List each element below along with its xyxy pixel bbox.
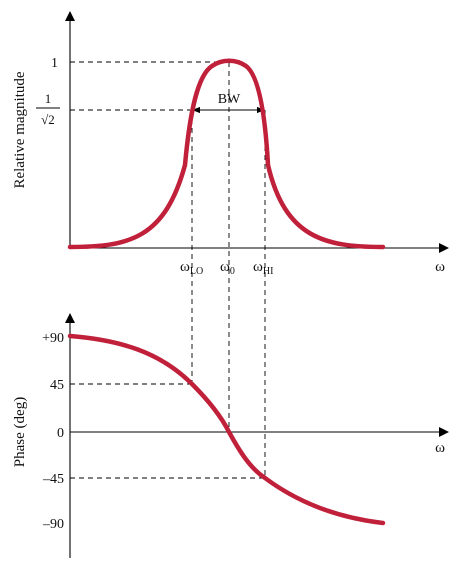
phase-tick-45: 45: [50, 378, 64, 393]
phase-tick-0: 0: [57, 426, 64, 441]
tick-fraction-numerator: 1: [45, 91, 52, 106]
magnitude-curve: [67, 58, 386, 250]
tick-fraction-denominator: √2: [41, 112, 55, 127]
bandwidth-label: BW: [218, 92, 241, 107]
omega-lo-label: ωLO: [180, 259, 203, 277]
magnitude-plot: BW 1 1 √2 Relative magnitude ω ωLO ω0 ωH…: [12, 11, 449, 478]
omega-lo-subscript: LO: [190, 266, 203, 277]
phase-tick-plus90: +90: [42, 331, 64, 346]
magnitude-tick-one: 1: [51, 56, 58, 71]
omega-hi-subscript: HI: [263, 266, 274, 277]
omega-0-label: ω0: [220, 259, 235, 277]
omega-hi-label: ωHI: [253, 259, 273, 277]
omega-lo-symbol: ω: [180, 259, 190, 275]
phase-tick-minus45: –45: [42, 472, 64, 487]
omega-0-subscript: 0: [230, 266, 235, 277]
omega-0-symbol: ω: [220, 259, 230, 275]
phase-tick-minus90: –90: [42, 517, 64, 532]
magnitude-x-axis-label: ω: [435, 259, 445, 275]
magnitude-tick-inv-sqrt2: 1 √2: [36, 91, 60, 127]
phase-y-axis-label: Phase (deg): [12, 397, 28, 467]
phase-x-axis-label: ω: [435, 440, 445, 456]
omega-hi-symbol: ω: [253, 259, 263, 275]
phase-curve: [67, 333, 386, 526]
magnitude-y-axis-label: Relative magnitude: [12, 71, 28, 188]
phase-plot: +90 45 0 –45 –90 Phase (deg) ω: [12, 313, 449, 558]
